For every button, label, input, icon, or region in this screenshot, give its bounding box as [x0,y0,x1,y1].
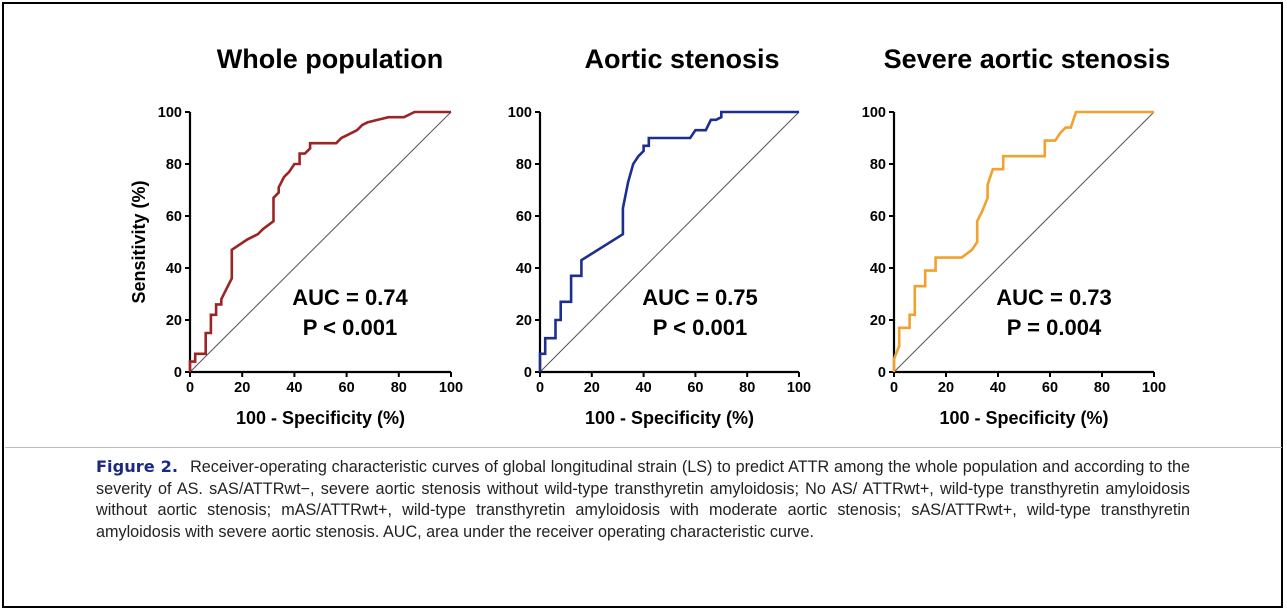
y-tick-label: 60 [516,209,532,225]
y-tick-label: 100 [158,105,182,121]
chart-title: Whole population [217,44,443,74]
x-tick-label: 40 [636,380,652,396]
x-tick-label: 100 [1142,380,1166,396]
y-tick-label: 40 [516,261,532,277]
x-tick-label: 0 [890,380,898,396]
y-tick-label: 80 [870,157,886,173]
x-axis-label: 100 - Specificity (%) [939,408,1108,428]
y-tick-label: 60 [166,209,182,225]
x-tick-label: 80 [391,380,407,396]
chart-panel-3: Severe aortic stenosis 0 20 40 60 80 100 0 20 40 6… [862,44,1171,428]
x-tick-label: 80 [1094,380,1110,396]
chart-title: Severe aortic stenosis [884,44,1171,74]
auc-annotation: AUC = 0.74 [292,285,408,310]
caption-divider [5,447,1282,448]
x-tick-label: 60 [687,380,703,396]
roc-figure: Whole population 0 20 40 60 80 100 0 20 40 60 80 100… [129,44,1171,428]
y-tick-label: 20 [516,313,532,329]
figure-caption-text: Receiver-operating characteristic curves… [96,458,1190,541]
p-value-annotation: P < 0.001 [303,315,397,340]
x-tick-label: 40 [990,380,1006,396]
y-tick-label: 0 [878,365,886,381]
chart-title: Aortic stenosis [584,44,779,74]
x-tick-label: 80 [739,380,755,396]
y-tick-label: 60 [870,209,886,225]
y-tick-label: 100 [862,105,886,121]
x-tick-label: 20 [584,380,600,396]
roc-curve-line [538,110,799,372]
x-tick-label: 20 [234,380,250,396]
auc-annotation: AUC = 0.73 [996,285,1112,310]
auc-annotation: AUC = 0.75 [642,285,758,310]
x-tick-label: 0 [186,380,194,396]
y-tick-label: 80 [516,157,532,173]
p-value-annotation: P < 0.001 [653,315,747,340]
x-tick-label: 20 [938,380,954,396]
y-tick-label: 100 [508,105,532,121]
y-tick-label: 80 [166,157,182,173]
x-axis-label: 100 - Specificity (%) [585,408,754,428]
x-tick-label: 100 [439,380,463,396]
chart-panel-1: Whole population 0 20 40 60 80 100 0 20 40 60 80 100… [129,44,463,428]
x-axis-label: 100 - Specificity (%) [236,408,405,428]
y-tick-label: 20 [166,313,182,329]
y-axis-label: Sensitivity (%) [129,180,149,303]
figure-caption: Figure 2. Receiver-operating characterist… [96,456,1190,543]
y-tick-label: 40 [870,261,886,277]
y-tick-label: 0 [174,365,182,381]
figure-label: Figure 2. [96,457,179,476]
x-tick-label: 60 [1042,380,1058,396]
roc-curve-line [188,110,451,372]
chart-panel-2: Aortic stenosis 0 20 40 60 80 100 0 20 40 60 80 100 1… [508,44,811,428]
x-tick-label: 40 [286,380,302,396]
x-tick-label: 60 [339,380,355,396]
reference-diagonal [189,111,452,373]
p-value-annotation: P = 0.004 [1007,315,1102,340]
reference-diagonal [539,111,800,373]
y-tick-label: 20 [870,313,886,329]
x-tick-label: 0 [536,380,544,396]
roc-curve-line [892,110,1154,372]
y-tick-label: 40 [166,261,182,277]
y-tick-label: 0 [524,365,532,381]
reference-diagonal [893,111,1155,373]
x-tick-label: 100 [787,380,811,396]
